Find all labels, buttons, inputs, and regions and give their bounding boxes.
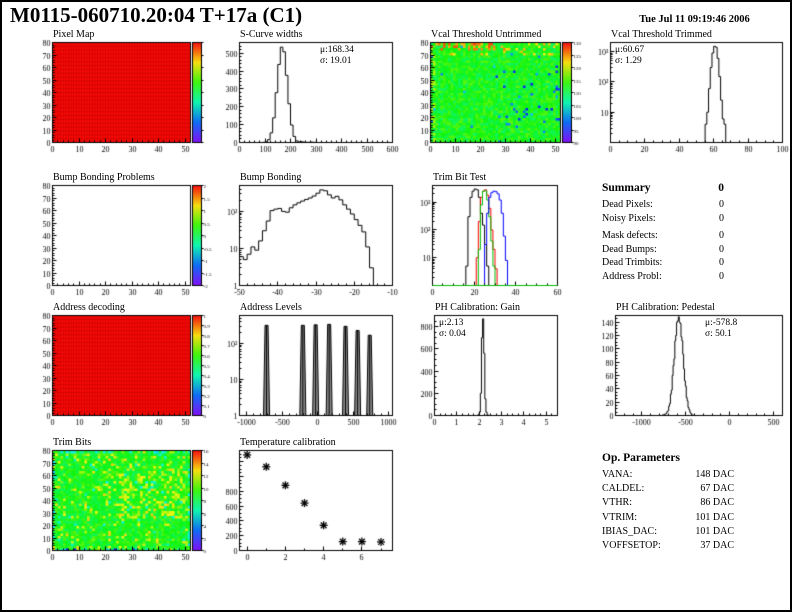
row-value: 0: [719, 212, 724, 224]
summary-row-dead-trimbits: Dead Trimbits: 0: [602, 256, 724, 270]
row-label: IBIAS_DAC:: [602, 525, 658, 537]
row-value: 101 DAC: [695, 511, 734, 523]
stats-sigma: σ: 19.01: [320, 56, 352, 66]
stats-vcal-trimmed: μ:60.67 σ: 1.29: [615, 45, 644, 67]
plot-title-trim-bit-test: Trim Bit Test: [433, 172, 487, 183]
row-value: 148 DAC: [695, 469, 734, 480]
summary-row-dead-bumps: Dead Bumps: 0: [602, 243, 724, 257]
op-row-vthr: VTHR: 86 DAC: [602, 496, 734, 510]
row-value: 67 DAC: [700, 483, 734, 495]
stats-ph-pedestal: μ:-578.8 σ: 50.1: [705, 318, 737, 340]
op-row-caldel: CALDEL: 67 DAC: [602, 482, 734, 496]
page-title: M0115-060710.20:04 T+17a (C1): [10, 3, 303, 27]
op-row-vtrim: VTRIM: 101 DAC: [602, 511, 734, 525]
row-label: Dead Pixels:: [602, 199, 653, 210]
summary-row-noisy-pixels: Noisy Pixels: 0: [602, 212, 724, 226]
plot-title-address-levels: Address Levels: [240, 302, 302, 313]
row-label: Address Probl:: [602, 270, 662, 282]
stats-mu: μ:60.67: [615, 45, 645, 55]
plot-title-bump-problems: Bump Bonding Problems: [53, 172, 155, 183]
row-label: Dead Bumps:: [602, 243, 657, 255]
row-value: 101 DAC: [695, 525, 734, 537]
row-value: 0: [719, 199, 724, 210]
plot-title-ph-pedestal: PH Calibration: Pedestal: [616, 302, 715, 313]
row-label: CALDEL:: [602, 483, 645, 495]
row-value: 0: [719, 257, 724, 268]
op-row-vana: VANA: 148 DAC: [602, 468, 734, 482]
op-row-voffsetop: VOFFSETOP: 37 DAC: [602, 539, 734, 553]
summary-row-mask-defects: Mask defects: 0: [602, 229, 724, 243]
summary-title: Summary: [602, 182, 651, 194]
stats-mu: μ:168.34: [320, 45, 354, 55]
summary-block: Summary 0 Dead Pixels: 0 Noisy Pixels: 0 M…: [602, 182, 724, 283]
row-value: 86 DAC: [700, 497, 734, 509]
plot-title-trim-bits: Trim Bits: [53, 437, 92, 448]
row-value: 37 DAC: [700, 540, 734, 552]
plot-title-bump-bonding: Bump Bonding: [240, 172, 302, 183]
stats-sigma: σ: 50.1: [705, 329, 732, 339]
op-parameters-block: Op. Parameters VANA: 148 DAC CALDEL: 67 DA…: [602, 452, 734, 553]
row-value: 0: [719, 243, 724, 255]
row-label: VANA:: [602, 469, 633, 480]
row-label: Noisy Pixels:: [602, 212, 656, 224]
report-datetime: Tue Jul 11 09:19:46 2006: [639, 14, 750, 25]
plot-title-pixel-map: Pixel Map: [53, 29, 95, 40]
op-parameters-title: Op. Parameters: [602, 452, 680, 464]
summary-header: Summary 0: [602, 182, 724, 194]
stats-ph-gain: μ:2.13 σ: 0.04: [439, 318, 466, 340]
summary-row-dead-pixels: Dead Pixels: 0: [602, 198, 724, 212]
plot-title-vcal-untrimmed: Vcal Threshold Untrimmed: [431, 29, 542, 40]
plot-title-vcal-trimmed: Vcal Threshold Trimmed: [611, 29, 712, 40]
stats-mu: μ:-578.8: [705, 318, 738, 328]
plot-title-address-decoding: Address decoding: [53, 302, 125, 313]
stats-sigma: σ: 1.29: [615, 56, 642, 66]
summary-row-address-probl: Address Probl: 0: [602, 270, 724, 284]
summary-total: 0: [718, 182, 724, 194]
plot-title-s-curve-widths: S-Curve widths: [240, 29, 303, 40]
op-row-ibias-dac: IBIAS_DAC: 101 DAC: [602, 525, 734, 539]
op-parameters-header: Op. Parameters: [602, 452, 734, 464]
stats-sigma: σ: 0.04: [439, 329, 466, 339]
row-value: 0: [719, 230, 724, 241]
plot-title-temperature-cal: Temperature calibration: [240, 437, 336, 448]
row-label: VTRIM:: [602, 511, 637, 523]
stats-mu: μ:2.13: [439, 318, 464, 328]
row-label: Mask defects:: [602, 230, 658, 241]
stats-s-curve: μ:168.34 σ: 19.01: [320, 45, 354, 67]
row-label: VTHR:: [602, 497, 632, 509]
row-value: 0: [719, 270, 724, 282]
row-label: Dead Trimbits:: [602, 257, 663, 268]
plot-title-ph-gain: PH Calibration: Gain: [435, 302, 520, 313]
row-label: VOFFSETOP:: [602, 540, 661, 552]
